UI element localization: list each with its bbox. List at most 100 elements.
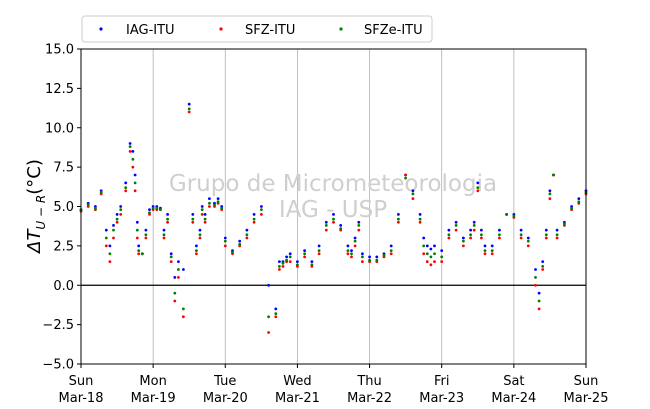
data-point bbox=[462, 236, 465, 240]
data-point bbox=[169, 255, 173, 259]
data-point bbox=[462, 239, 465, 243]
legend: IAG-ITU SFZ-ITU SFZe-ITU bbox=[81, 15, 433, 43]
data-point bbox=[104, 244, 108, 248]
data-point bbox=[433, 252, 436, 256]
legend-label-iag-itu: IAG-ITU bbox=[126, 23, 175, 38]
data-point bbox=[534, 276, 537, 279]
data-point bbox=[115, 213, 119, 216]
data-point bbox=[119, 213, 123, 216]
data-point bbox=[505, 213, 508, 216]
data-point bbox=[332, 220, 335, 224]
data-point bbox=[317, 252, 321, 256]
data-point bbox=[112, 228, 115, 232]
legend-label-sfze-itu: SFZe-ITU bbox=[364, 23, 423, 38]
data-point bbox=[555, 236, 559, 240]
data-point bbox=[99, 190, 103, 194]
data-point bbox=[480, 228, 483, 232]
data-point bbox=[422, 236, 426, 240]
data-point bbox=[191, 220, 195, 224]
data-point bbox=[198, 233, 202, 237]
data-point bbox=[361, 252, 364, 256]
data-point bbox=[296, 263, 299, 267]
data-point bbox=[119, 208, 123, 212]
y-axis-ticks: −5.0 −2.5 0.0 2.5 5.0 7.5 10.0 12.5 15.0 bbox=[42, 43, 81, 373]
data-point bbox=[490, 249, 494, 253]
data-point bbox=[498, 233, 501, 237]
data-point bbox=[267, 331, 270, 334]
data-point bbox=[548, 197, 552, 201]
data-point bbox=[429, 255, 433, 259]
x-tick-label-day: Sun bbox=[69, 374, 94, 389]
x-tick-label-day: Thu bbox=[356, 374, 381, 389]
x-tick-label-date: Mar-25 bbox=[564, 391, 609, 406]
data-point bbox=[552, 173, 555, 177]
x-tick-label-day: Sat bbox=[503, 374, 524, 389]
data-point bbox=[200, 213, 204, 216]
data-point bbox=[425, 260, 429, 263]
data-point bbox=[317, 249, 321, 253]
data-point bbox=[187, 110, 191, 114]
data-point bbox=[526, 244, 530, 248]
data-point bbox=[203, 220, 207, 224]
data-point bbox=[124, 189, 128, 193]
data-point bbox=[223, 244, 227, 248]
data-point bbox=[124, 181, 128, 185]
data-point bbox=[213, 203, 216, 207]
data-point bbox=[375, 255, 379, 259]
y-tick-label: 12.5 bbox=[45, 82, 74, 97]
series-sfze-itu bbox=[79, 107, 588, 319]
data-point bbox=[115, 220, 119, 224]
data-point bbox=[260, 205, 263, 208]
data-point bbox=[324, 220, 328, 224]
data-point bbox=[285, 255, 288, 259]
data-point bbox=[346, 249, 350, 253]
data-point bbox=[267, 315, 270, 319]
data-point bbox=[537, 299, 541, 303]
data-point bbox=[537, 291, 541, 295]
data-point bbox=[140, 252, 144, 256]
data-point bbox=[346, 252, 350, 256]
data-point bbox=[490, 252, 494, 256]
data-point bbox=[526, 239, 530, 243]
data-point bbox=[440, 260, 444, 263]
data-point bbox=[203, 213, 207, 216]
legend-box bbox=[81, 15, 433, 43]
data-point bbox=[200, 208, 204, 212]
data-point bbox=[128, 145, 132, 149]
y-tick-label: 5.0 bbox=[53, 200, 74, 215]
data-point bbox=[133, 181, 137, 185]
data-point bbox=[404, 173, 407, 177]
data-point bbox=[411, 192, 415, 196]
data-point bbox=[267, 283, 270, 287]
data-point bbox=[208, 197, 211, 201]
x-tick-label-day: Tue bbox=[213, 374, 236, 389]
data-point bbox=[462, 244, 465, 248]
data-point bbox=[187, 107, 191, 111]
data-point bbox=[137, 244, 141, 248]
data-point bbox=[278, 260, 281, 263]
data-point bbox=[112, 224, 115, 227]
data-point bbox=[86, 203, 90, 207]
data-point bbox=[148, 211, 151, 215]
data-point bbox=[131, 165, 135, 169]
data-point bbox=[260, 208, 263, 212]
data-point bbox=[519, 233, 523, 237]
data-point bbox=[389, 244, 393, 248]
data-point bbox=[245, 236, 249, 240]
data-point bbox=[519, 236, 523, 240]
data-point bbox=[418, 213, 422, 216]
data-point bbox=[108, 244, 112, 248]
data-point bbox=[148, 208, 151, 212]
watermark: Grupo de Micrometeorologia IAG - USP bbox=[169, 171, 497, 223]
data-point bbox=[104, 228, 108, 232]
data-point bbox=[397, 217, 400, 221]
data-point bbox=[472, 224, 476, 227]
data-point bbox=[159, 208, 162, 212]
data-point bbox=[357, 224, 361, 227]
data-point bbox=[252, 217, 256, 221]
data-point bbox=[137, 249, 141, 253]
x-tick-label-date: Mar-23 bbox=[419, 391, 464, 406]
data-point bbox=[195, 252, 198, 256]
data-point bbox=[548, 192, 552, 196]
